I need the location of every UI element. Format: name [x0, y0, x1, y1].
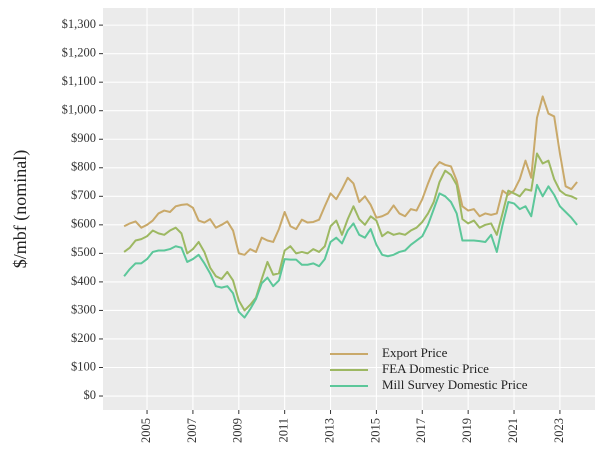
x-tick-label: 2009: [231, 418, 245, 443]
y-tick-label: $400: [71, 274, 96, 288]
y-tick-label: $700: [71, 188, 96, 202]
x-tick-label: 2011: [277, 418, 291, 443]
x-tick-label: 2005: [139, 418, 153, 443]
x-tick-label: 2021: [506, 418, 520, 443]
axes: $0 $100 $200 $300 $400 $500 $600 $700 $800 $900 $1…: [62, 17, 566, 443]
y-tick-label: $100: [71, 359, 96, 373]
x-tick-label: 2007: [185, 418, 199, 443]
y-tick-label: $600: [71, 217, 96, 231]
y-tick-label: $900: [71, 131, 96, 145]
y-tick-label: $500: [71, 245, 96, 259]
y-tick-label: $300: [71, 302, 96, 316]
x-tick-label: 2013: [322, 418, 336, 443]
legend-label: FEA Domestic Price: [382, 361, 489, 376]
x-tick-label: 2023: [552, 418, 566, 443]
y-tick-label: $800: [71, 160, 96, 174]
legend-label: Export Price: [382, 345, 448, 360]
y-tick-label: $1,100: [62, 74, 96, 88]
y-tick-label: $1,300: [62, 17, 96, 31]
y-axis-title: $/mbf (nominal): [10, 150, 31, 268]
series-line: [123, 95, 578, 256]
x-tick-label: 2017: [414, 418, 428, 443]
grid: [103, 8, 595, 410]
y-tick-label: $0: [84, 388, 97, 402]
x-tick-label: 2019: [460, 418, 474, 443]
series-line: [123, 183, 578, 319]
panel: [103, 8, 595, 410]
y-tick-label: $200: [71, 331, 96, 345]
series-line: [123, 152, 578, 312]
legend-label: Mill Survey Domestic Price: [382, 377, 528, 392]
x-tick-label: 2015: [368, 418, 382, 443]
lines: [123, 95, 578, 319]
y-tick-label: $1,000: [62, 103, 96, 117]
y-tick-label: $1,200: [62, 46, 96, 60]
